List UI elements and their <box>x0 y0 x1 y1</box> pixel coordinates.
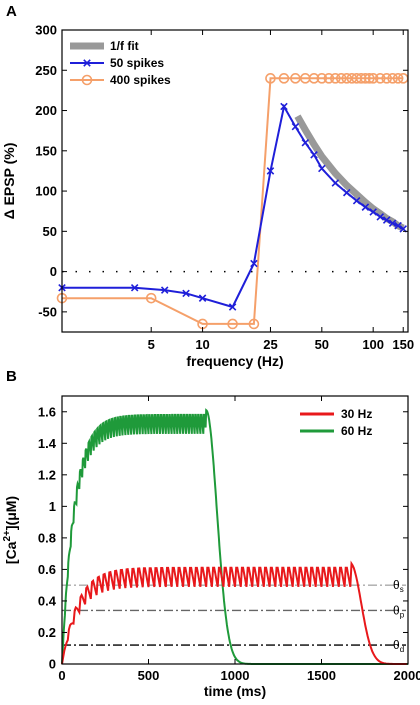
panel-b-threshold-label-d: θd <box>393 638 404 654</box>
panel-b-y-tick-label: 0.8 <box>38 530 56 545</box>
panel-a-series-50-spikes-point <box>342 188 351 197</box>
panel-b-y-tick-label: 1.4 <box>38 436 57 451</box>
panel-b-y-tick-label: 1.2 <box>38 467 56 482</box>
panel-a-series-50-spikes-point <box>250 259 258 268</box>
panel-a-series-400-spikes-point <box>335 73 347 84</box>
panel-a-y-tick-label: 200 <box>35 103 57 118</box>
panel-a-series-50-spikes-point <box>266 167 275 175</box>
panel-a-legend-marker-50-spikes <box>83 59 91 67</box>
panel-a-series-50-spikes-point <box>160 286 169 294</box>
panel-b-y-tick-label: 0 <box>49 657 56 672</box>
panel-a-series-50-spikes-point <box>331 179 340 187</box>
panel-a-series-400-spikes-point <box>308 73 320 84</box>
panel-b-x-tick-label: 2000 <box>394 668 420 683</box>
panel-b-ticks: 0 0.2 0.4 0.6 0.8 1 1.2 1.4 1.6 0 500 1000 1500 2000 <box>38 396 420 683</box>
panel-a-series-400-spikes-point <box>145 292 157 304</box>
panel-a-series-50-spikes-point <box>376 213 385 221</box>
panel-a-y-tick-label: -50 <box>38 304 57 319</box>
panel-a-y-tick-label: 0 <box>50 264 57 279</box>
panel-a-series-400-spikes-point <box>387 73 398 84</box>
panel-a-series-50-spikes-point <box>394 221 402 230</box>
panel-a-series-50-spikes-point <box>369 208 377 216</box>
panel-a-series-400-spikes-point <box>381 73 392 84</box>
panel-a-y-axis-label: Δ EPSP (%) <box>1 143 17 220</box>
panel-a-series-50-spikes-point <box>291 122 300 131</box>
panel-a-series-50-spikes-point <box>182 289 190 298</box>
panel-a-series-400-spikes-point <box>248 318 260 330</box>
panel-a-series-50-spikes-point <box>361 203 370 211</box>
panel-a-x-axis-label: frequency (Hz) <box>186 353 283 369</box>
panel-a-x-tick-label: 25 <box>263 337 277 352</box>
panel-a-series-50-spikes-line <box>62 103 404 309</box>
panel-a-series-400-spikes-point <box>227 318 238 330</box>
panel-a-series-50-spikes-point <box>382 216 391 224</box>
panel-a-series-400-spikes-point <box>360 73 371 84</box>
panel-b-x-axis-label: time (ms) <box>204 683 266 699</box>
panel-b-x-tick-label: 500 <box>138 668 160 683</box>
panel-b-x-tick-label: 0 <box>58 668 65 683</box>
panel-a-y-tick-label: 150 <box>35 143 57 158</box>
panel-a-series-400-spikes-point <box>367 73 379 84</box>
panel-b-series-group <box>61 408 408 665</box>
panel-a-series-50-spikes-point <box>228 303 237 311</box>
panel-b-y-tick-label: 0.4 <box>38 593 57 608</box>
panel-a-series-400-spikes-line <box>62 77 404 325</box>
panel-a-x-tick-label: 10 <box>195 337 209 352</box>
panel-a-series-400-spikes-point <box>341 73 353 84</box>
panel-a-x-tick-label: 100 <box>362 337 384 352</box>
panel-a-legend-label-50-spikes: 50 spikes <box>110 56 164 70</box>
panel-a-series-50-spikes-point <box>198 294 207 302</box>
panel-a-series-400-spikes-point <box>290 73 301 84</box>
panel-a-chart: A -50 0 50 100 150 200 250 300 5 10 25 50 100 150 1/f… <box>1 3 414 369</box>
panel-a-series-50-spikes-point <box>352 196 361 205</box>
panel-a-x-tick-label: 50 <box>315 337 329 352</box>
panel-b-y-tick-label: 0.6 <box>38 562 56 577</box>
panel-a-legend-label-400-spikes: 400 spikes <box>110 73 171 87</box>
panel-a-series-1-f-fit-line <box>294 114 405 232</box>
panel-a-y-tick-label: 250 <box>35 63 57 78</box>
panel-b-threshold-label-s: θs <box>393 578 404 594</box>
panel-a-ticks: -50 0 50 100 150 200 250 300 5 10 25 50 100 150 <box>35 23 414 353</box>
panel-a-frame <box>61 29 409 333</box>
panel-a-series-400-spikes-point <box>316 73 328 84</box>
panel-b-legend: 30 Hz 60 Hz <box>300 407 372 438</box>
panel-a-legend-marker-400-spikes <box>81 74 93 86</box>
panel-a-legend: 1/f fit 50 spikes 400 spikes <box>70 39 171 87</box>
panel-b-y-tick-label: 0.2 <box>38 625 56 640</box>
panel-b-label: B <box>6 368 17 385</box>
panel-a-series-400-spikes-point <box>374 73 386 84</box>
panel-a-series-50-spikes-point <box>318 164 326 173</box>
panel-a-series-group <box>56 73 409 330</box>
panel-a-series-50-spikes-point <box>301 138 310 147</box>
panel-a-series-400-spikes-point <box>392 73 404 84</box>
panel-a-series-400-spikes-point <box>330 73 341 84</box>
panel-b-series-60-hz-line <box>61 408 408 665</box>
panel-a-series-400-spikes-point <box>323 73 335 84</box>
panel-b-y-axis-label: [Ca2+](μM) <box>2 496 19 564</box>
panel-a-y-tick-label: 50 <box>43 224 57 239</box>
panel-b-x-tick-label: 1000 <box>221 668 250 683</box>
panel-b-y-tick-label: 1.6 <box>38 404 56 419</box>
panel-a-y-tick-label: 100 <box>35 184 57 199</box>
panel-b-y-tick-label: 1 <box>49 499 56 514</box>
panel-a-series-400-spikes-point <box>278 73 290 84</box>
panel-a-y-tick-label: 300 <box>35 23 57 38</box>
panel-b-legend-label-60-hz: 60 Hz <box>341 424 372 438</box>
panel-b-legend-label-30-hz: 30 Hz <box>341 407 372 421</box>
panel-a-series-50-spikes-point <box>310 151 318 159</box>
panel-a-series-400-spikes-point <box>364 73 375 84</box>
panel-a-series-400-spikes-point <box>265 73 276 84</box>
panel-a-x-tick-label: 150 <box>392 337 414 352</box>
panel-b-x-tick-label: 1500 <box>307 668 336 683</box>
panel-a-legend-label-1-f-fit: 1/f fit <box>110 39 139 53</box>
panel-a-series-50-spikes-point <box>280 102 288 111</box>
panel-a-x-tick-label: 5 <box>148 337 155 352</box>
panel-b-chart: B θs θp θd 0 0.2 0.4 0.6 0.8 1 1.2 1.4 1.6 0 500 1000… <box>2 368 420 699</box>
panel-b-threshold-label-p: θp <box>393 603 405 619</box>
panel-b-series-30-hz-line <box>61 560 407 665</box>
panel-a-label: A <box>6 3 17 20</box>
panel-a-series-50-spikes-point <box>388 219 397 228</box>
panel-a-series-50-spikes-point <box>130 283 139 292</box>
